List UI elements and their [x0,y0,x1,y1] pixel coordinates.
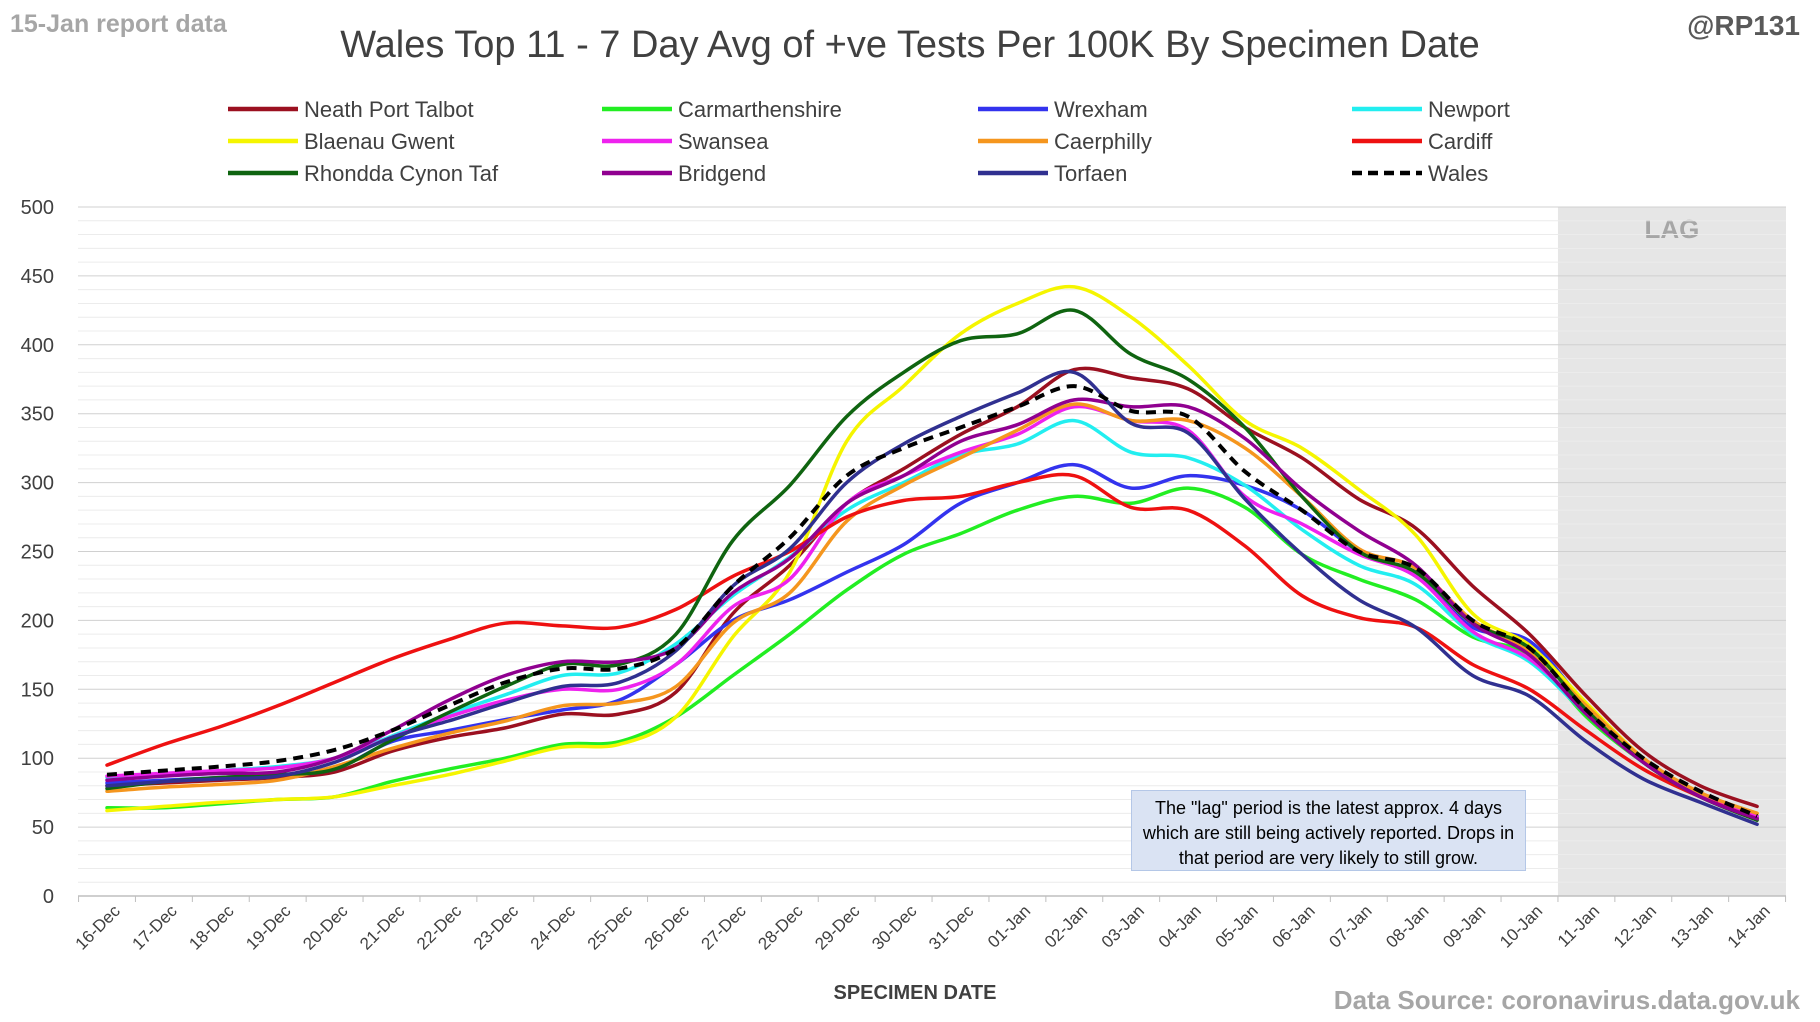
x-tick-label: 11-Jan [1554,901,1603,950]
legend-label-neath-port-talbot: Neath Port Talbot [304,97,474,122]
legend-label-wrexham: Wrexham [1054,97,1148,122]
legend-label-newport: Newport [1428,97,1510,122]
x-axis: 16-Dec 17-Dec 18-Dec 19-Dec 20-Dec 21-Dec 22-D… [72,895,1787,954]
x-tick-label: 05-Jan [1212,901,1262,951]
x-tick-label: 13-Jan [1667,901,1717,951]
legend-label-torfaen: Torfaen [1054,161,1127,186]
report-date-label: 15-Jan report data [10,10,227,38]
x-tick-label: 03-Jan [1098,901,1148,951]
x-tick-label: 07-Jan [1325,901,1375,951]
lag-note: The "lag" period is the latest approx. 4… [1131,790,1526,871]
x-tick-label: 27-Dec [698,901,751,954]
x-tick-label: 29-Dec [811,901,864,954]
x-tick-label: 30-Dec [868,901,921,954]
legend-label-wales: Wales [1428,161,1488,186]
gridlines [78,206,1786,883]
legend: Neath Port Talbot Carmarthenshire Wrexham N… [228,97,1510,186]
x-tick-label: 21-Dec [356,901,409,954]
x-tick-label: 08-Jan [1382,901,1432,951]
legend-label-swansea: Swansea [678,129,769,154]
y-tick-label: 250 [21,542,54,564]
x-tick-label: 06-Jan [1269,901,1319,951]
x-axis-label: SPECIMEN DATE [833,982,997,1004]
series-line-cardiff [105,472,1759,821]
data-source: Data Source: coronavirus.data.gov.uk [1333,985,1800,1015]
y-tick-label: 450 [21,266,54,288]
x-tick-label: 19-Dec [242,901,295,954]
x-tick-label: 18-Dec [185,901,238,954]
series-line-torfaen [105,369,1759,827]
y-tick-label: 200 [21,610,54,632]
x-tick-label: 04-Jan [1155,901,1205,951]
author-handle: @RP131 [1687,10,1800,41]
y-tick-label: 150 [21,679,54,701]
legend-label-caerphilly: Caerphilly [1054,129,1152,154]
series-line-neath-port-talbot [105,366,1759,809]
series-line-blaenau-gwent [105,284,1759,816]
y-tick-label: 350 [21,404,54,426]
x-tick-label: 26-Dec [641,901,694,954]
x-tick-label: 17-Dec [129,901,182,954]
legend-label-cardiff: Cardiff [1428,129,1493,154]
y-tick-label: 300 [21,473,54,495]
y-tick-label: 500 [21,197,54,219]
x-tick-label: 01-Jan [984,901,1034,951]
x-tick-label: 23-Dec [470,901,523,954]
x-tick-label: 22-Dec [413,901,466,954]
y-tick-label: 400 [21,335,54,357]
legend-label-rhondda-cynon-taf: Rhondda Cynon Taf [304,161,499,186]
x-tick-label: 10-Jan [1496,901,1546,951]
x-tick-label: 09-Jan [1439,901,1489,951]
x-tick-label: 12-Jan [1610,901,1660,951]
x-tick-label: 28-Dec [754,901,807,954]
x-tick-label: 20-Dec [299,901,352,954]
x-tick-label: 02-Jan [1041,901,1091,951]
legend-label-carmarthenshire: Carmarthenshire [678,97,842,122]
chart-title: Wales Top 11 - 7 Day Avg of +ve Tests Pe… [340,24,1480,66]
lag-label: LAG [1645,214,1700,244]
legend-label-bridgend: Bridgend [678,161,766,186]
y-tick-label: 50 [32,817,54,839]
series-lines [105,284,1759,827]
x-tick-label: 25-Dec [584,901,637,954]
x-tick-label: 31-Dec [925,901,978,954]
series-line-wales [106,384,1758,818]
x-tick-label: 24-Dec [527,901,580,954]
y-tick-label: 100 [21,748,54,770]
y-axis: 0 50 100 150 200 250 300 350 400 450 500 [21,197,54,908]
x-tick-label: 14-Jan [1724,901,1774,951]
legend-label-blaenau-gwent: Blaenau Gwent [304,129,454,154]
x-tick-label: 16-Dec [72,901,125,954]
y-tick-label: 0 [43,886,54,908]
